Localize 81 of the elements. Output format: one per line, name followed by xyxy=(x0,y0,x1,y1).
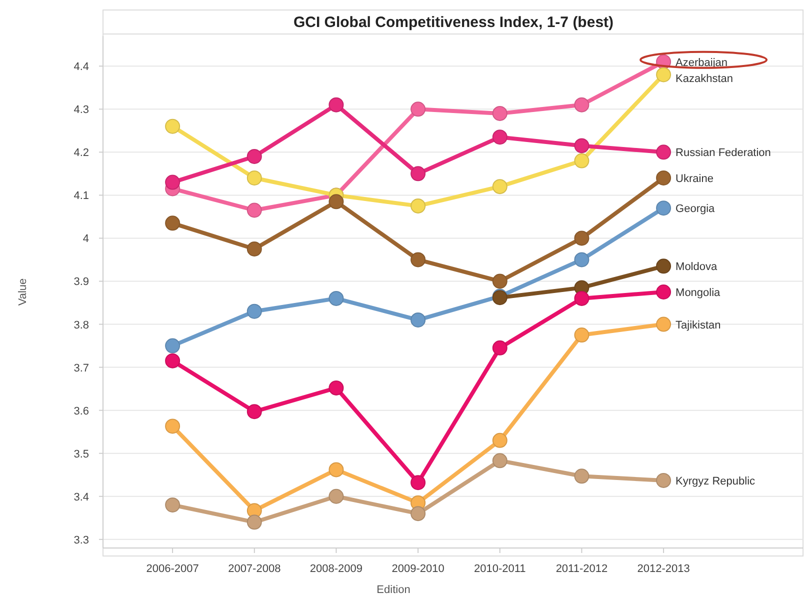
x-tick-label: 2008-2009 xyxy=(310,563,363,575)
point xyxy=(246,514,262,530)
y-tick-label: 4.2 xyxy=(74,147,89,160)
series-label: Russian Federation xyxy=(676,147,771,160)
point xyxy=(492,340,508,356)
point xyxy=(410,166,426,182)
y-tick-label: 3.4 xyxy=(74,491,89,504)
point xyxy=(165,353,180,368)
y-tick-label: 4.1 xyxy=(74,190,89,202)
y-tick-label: 3.3 xyxy=(74,534,89,546)
point xyxy=(656,144,672,160)
point xyxy=(492,130,508,145)
series-label: Azerbaijan xyxy=(676,56,728,69)
point xyxy=(246,404,262,420)
point xyxy=(656,258,672,274)
y-tick-label: 3.6 xyxy=(74,405,89,418)
point xyxy=(492,106,508,121)
point xyxy=(574,290,590,306)
point xyxy=(165,418,180,434)
point xyxy=(574,328,590,343)
point xyxy=(410,506,426,522)
series-label: Kazakhstan xyxy=(676,72,734,85)
x-tick-label: 2009-2010 xyxy=(392,563,444,575)
point xyxy=(328,380,344,396)
point xyxy=(246,148,262,164)
point xyxy=(165,216,180,231)
point xyxy=(574,468,590,484)
y-axis-title: Value xyxy=(17,278,29,306)
point xyxy=(328,462,344,478)
point xyxy=(165,338,180,354)
y-tick-label: 3.7 xyxy=(74,362,89,374)
y-tick-label: 3.5 xyxy=(74,448,89,460)
point xyxy=(328,194,344,210)
point xyxy=(410,475,426,490)
point xyxy=(574,97,590,112)
point xyxy=(492,432,508,448)
point xyxy=(656,67,672,82)
point xyxy=(246,304,262,319)
x-tick-label: 2010-2011 xyxy=(474,563,526,575)
point xyxy=(410,312,426,328)
series-label: Ukraine xyxy=(676,172,714,185)
point xyxy=(410,198,426,214)
x-tick-label: 2006-2007 xyxy=(146,563,199,575)
point xyxy=(656,284,672,300)
point xyxy=(656,472,672,488)
point xyxy=(574,252,590,268)
point xyxy=(656,316,672,332)
point xyxy=(492,179,508,194)
point xyxy=(574,153,590,168)
series-label: Tajikistan xyxy=(676,319,721,332)
point xyxy=(574,138,590,154)
point xyxy=(246,202,262,218)
y-tick-label: 3.8 xyxy=(74,319,89,332)
y-tick-label: 4 xyxy=(82,233,89,246)
point xyxy=(328,97,344,112)
point xyxy=(574,230,590,246)
y-tick-label: 4.4 xyxy=(74,61,89,74)
point xyxy=(492,453,508,468)
point xyxy=(328,488,344,504)
point xyxy=(656,170,672,186)
point xyxy=(246,170,262,186)
point xyxy=(165,118,180,134)
point xyxy=(410,252,426,268)
point xyxy=(165,497,180,512)
point xyxy=(492,274,508,289)
series-label: Moldova xyxy=(676,261,718,274)
series-label: Kyrgyz Republic xyxy=(676,475,756,488)
y-tick-label: 4.3 xyxy=(74,104,89,116)
point xyxy=(410,102,426,117)
series-label: Mongolia xyxy=(676,287,722,299)
series-label: Georgia xyxy=(676,203,716,216)
point xyxy=(246,241,262,256)
x-axis-title: Edition xyxy=(376,584,410,596)
chart-title: GCI Global Competitiveness Index, 1-7 (best) xyxy=(293,14,614,31)
x-tick-label: 2012-2013 xyxy=(637,563,690,575)
point xyxy=(328,290,344,306)
point xyxy=(656,200,672,216)
y-tick-label: 3.9 xyxy=(74,276,89,288)
point xyxy=(165,174,180,190)
x-tick-label: 2007-2008 xyxy=(228,563,281,575)
x-tick-label: 2011-2012 xyxy=(556,563,608,575)
